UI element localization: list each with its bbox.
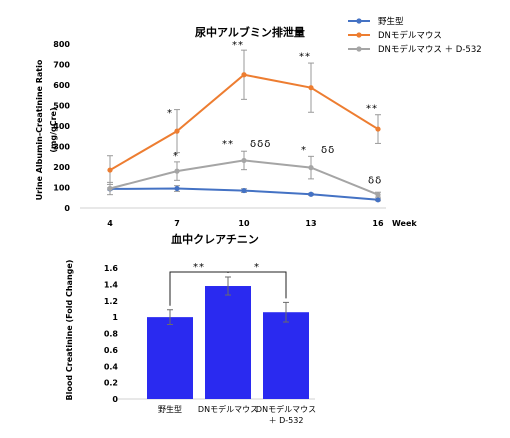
significance-mark: **	[222, 139, 234, 150]
y-tick-label: 300	[53, 143, 70, 152]
bar	[205, 286, 251, 399]
data-point	[174, 168, 180, 174]
data-point	[107, 185, 113, 192]
bar-y-tick-labels: 0 0.2 0.4 0.6 0.8 1 1.2 1.4 1.6	[104, 264, 119, 404]
y-axis-label-line2: (mg/gCre)	[49, 107, 58, 152]
bar	[147, 317, 193, 399]
significance-mark: δδ	[368, 175, 382, 186]
y-axis-label-line1: Urine Albumin-Creatinine Ratio	[35, 59, 44, 200]
legend-marker	[356, 18, 362, 24]
legend-item-wildtype: 野生型	[348, 16, 404, 27]
y-tick-label: 1	[112, 313, 118, 322]
y-tick-label: 0.2	[104, 379, 118, 388]
creatinine-bar-chart: 血中クレアチニン Blood Creatinine (Fold Change) …	[65, 232, 316, 425]
x-tick-labels: 4 7 10 13 16	[107, 219, 384, 228]
y-tick-label: 400	[53, 122, 70, 131]
x-tick-label: 4	[107, 219, 113, 228]
y-tick-label: 700	[53, 61, 70, 70]
data-point	[241, 187, 247, 194]
significance-mark: **	[193, 262, 205, 273]
bar-y-axis-label: Blood Creatinine (Fold Change)	[65, 260, 74, 401]
legend-label: DNモデルマウス ＋ D-532	[378, 44, 482, 55]
legend-item-dn-model-d532: DNモデルマウス ＋ D-532	[348, 44, 482, 55]
x-tick-label: 13	[305, 219, 316, 228]
y-tick-label: 1.6	[104, 264, 119, 273]
significance-bracket	[227, 271, 287, 299]
y-tick-label: 0.6	[104, 346, 119, 355]
legend: 野生型 DNモデルマウス DNモデルマウス ＋ D-532	[348, 16, 482, 55]
category-label: ＋ D-532	[269, 416, 304, 425]
significance-mark: δδδ	[250, 139, 271, 150]
significance-brackets: ** *	[169, 262, 287, 306]
data-point	[174, 185, 180, 192]
data-point	[375, 192, 381, 198]
albumin-line-chart: 尿中アルブミン排泄量 Urine Albumin-Creatinine Rati…	[35, 16, 482, 228]
data-point	[241, 157, 247, 164]
series-1	[107, 49, 381, 185]
legend-label: 野生型	[378, 16, 404, 27]
y-tick-label: 0	[64, 204, 70, 213]
category-label: DNモデルマウス	[198, 404, 258, 414]
y-tick-label: 100	[53, 184, 70, 193]
y-tick-label: 0	[112, 395, 118, 404]
category-label: DNモデルマウス	[256, 404, 316, 414]
data-point	[308, 85, 314, 91]
y-tick-label: 800	[53, 40, 70, 49]
data-point	[375, 126, 381, 132]
significance-mark: *	[301, 145, 307, 156]
y-tick-label: 0.8	[104, 330, 119, 339]
line-series-group	[107, 49, 381, 203]
data-point	[174, 128, 180, 134]
legend-item-dn-model: DNモデルマウス	[348, 30, 442, 41]
category-label: 野生型	[158, 404, 182, 414]
significance-mark: **	[299, 51, 311, 62]
x-tick-label: 7	[174, 219, 180, 228]
y-tick-label: 600	[53, 81, 70, 90]
significance-mark: **	[232, 40, 244, 51]
y-tick-label: 500	[53, 102, 70, 111]
data-point	[308, 165, 314, 171]
significance-mark: *	[173, 151, 179, 162]
significance-mark: *	[167, 108, 173, 119]
x-tick-label: 10	[238, 219, 250, 228]
data-point	[241, 72, 247, 78]
y-tick-label: 1.2	[104, 297, 118, 306]
x-axis-label: Week	[392, 219, 417, 228]
bar-group	[147, 276, 309, 399]
line-chart-title: 尿中アルブミン排泄量	[195, 25, 305, 39]
bar-chart-title: 血中クレアチニン	[171, 232, 259, 246]
x-tick-label: 16	[372, 219, 384, 228]
data-point	[375, 197, 381, 203]
y-tick-label: 0.4	[104, 362, 119, 371]
line-chart-y-axis-label: Urine Albumin-Creatinine Ratio (mg/gCre)	[35, 59, 58, 200]
y-tick-label: 1.4	[104, 280, 119, 289]
legend-label: DNモデルマウス	[378, 30, 442, 41]
legend-marker	[356, 32, 362, 38]
y-tick-label: 200	[53, 163, 70, 172]
data-point	[107, 167, 113, 173]
legend-marker	[356, 46, 362, 52]
significance-mark: *	[254, 262, 260, 273]
series-0	[107, 185, 381, 203]
data-point	[308, 191, 314, 197]
bar	[263, 312, 309, 399]
y-tick-labels: 0 100 200 300 400 500 600 700 800	[53, 40, 70, 213]
significance-mark: **	[366, 104, 378, 115]
significance-mark: δδ	[321, 145, 335, 156]
series-2	[107, 150, 381, 198]
